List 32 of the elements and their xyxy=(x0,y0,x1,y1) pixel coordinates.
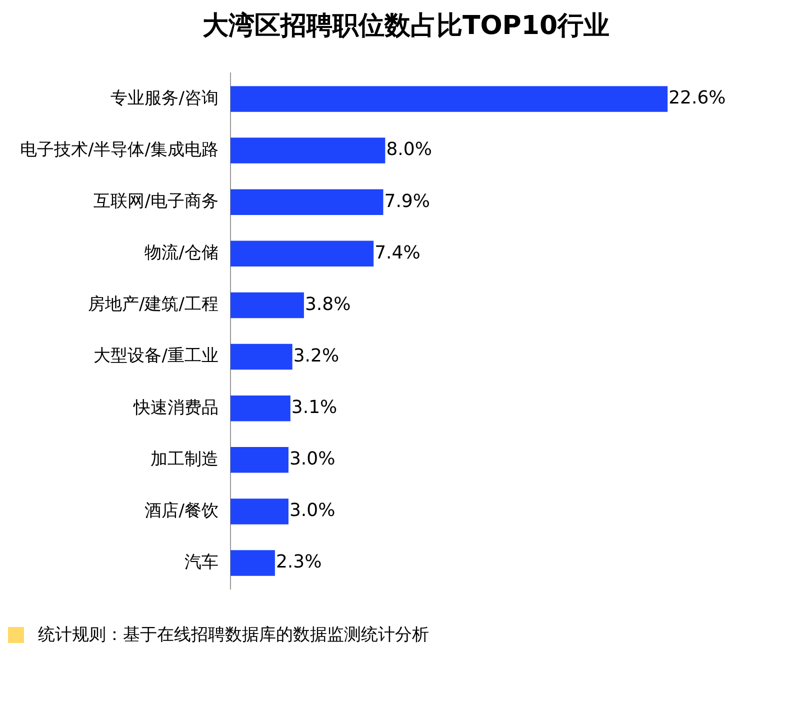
data-label: 3.0% xyxy=(289,448,336,470)
data-label: 3.8% xyxy=(304,294,351,315)
bar xyxy=(230,395,290,422)
bar xyxy=(230,344,292,370)
chart-title: 大湾区招聘职位数占比TOP10行业 xyxy=(201,10,611,43)
y-tick-label: 加工制造 xyxy=(150,449,218,470)
y-tick-label: 物流/仓储 xyxy=(144,243,218,264)
bar xyxy=(230,138,386,164)
bar xyxy=(230,447,288,473)
bar xyxy=(230,550,275,576)
y-tick-label: 专业服务/咨询 xyxy=(110,88,218,108)
data-label: 8.0% xyxy=(386,139,432,160)
bar xyxy=(230,292,304,318)
bar xyxy=(230,240,374,267)
text: 统计规则：基于在线招聘数据库的数据监测统计分析 xyxy=(38,624,429,646)
data-label: 3.1% xyxy=(291,397,338,418)
y-tick-label: 电子技术/半导体/集成电路 xyxy=(20,140,218,160)
y-tick-label: 互联网/电子商务 xyxy=(94,192,218,212)
bar xyxy=(230,498,288,524)
bar xyxy=(230,86,668,112)
data-label: 22.6% xyxy=(668,88,726,109)
data-label: 3.2% xyxy=(293,345,340,366)
bar xyxy=(230,189,384,215)
y-tick-label: 快速消费品 xyxy=(132,398,218,418)
data-label: 7.9% xyxy=(384,190,430,212)
y-tick-label: 酒店/餐饮 xyxy=(144,500,218,521)
y-tick-label: 汽车 xyxy=(184,552,218,572)
data-label: 7.4% xyxy=(374,242,420,264)
data-label: 3.0% xyxy=(289,500,336,522)
data-label: 2.3% xyxy=(276,552,322,573)
y-tick-label: 大型设备/重工业 xyxy=(94,346,218,366)
y-tick-label: 房地产/建筑/工程 xyxy=(88,294,218,315)
